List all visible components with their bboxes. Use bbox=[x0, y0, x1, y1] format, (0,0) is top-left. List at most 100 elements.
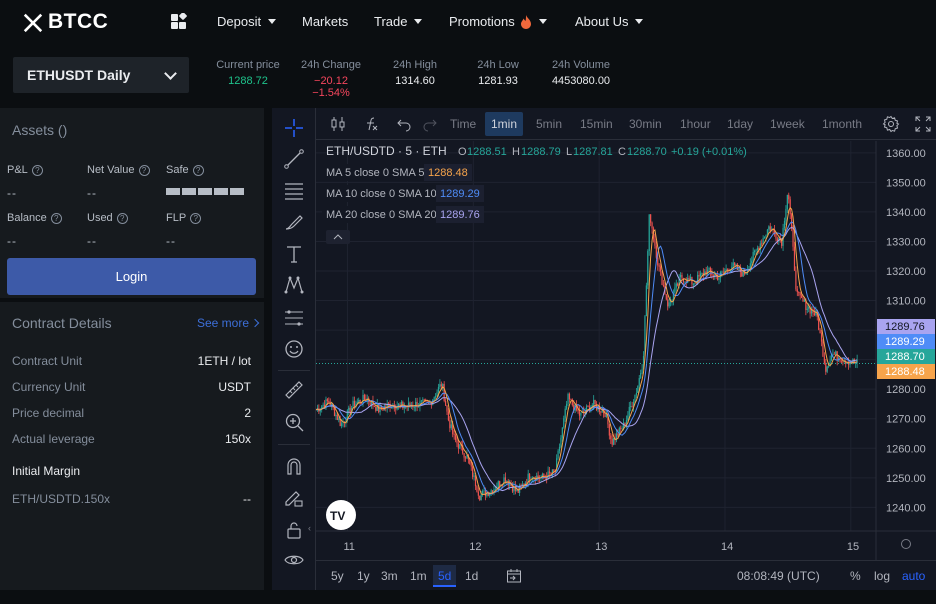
undo-button[interactable] bbox=[390, 112, 418, 136]
trendline-tool[interactable] bbox=[280, 145, 308, 173]
candle-body bbox=[417, 406, 420, 408]
candle-body bbox=[781, 240, 783, 246]
help-icon[interactable]: ? bbox=[138, 164, 150, 176]
range-1m[interactable]: 1m bbox=[410, 569, 427, 583]
interval-30min[interactable]: 30min bbox=[629, 117, 662, 131]
candle-body bbox=[835, 351, 837, 355]
indicator-value: 1288.48 bbox=[428, 167, 468, 179]
candle-body bbox=[769, 226, 771, 231]
panel-divider[interactable] bbox=[266, 104, 272, 604]
candle-body bbox=[628, 406, 630, 416]
candle-body bbox=[719, 272, 722, 278]
brand-logo[interactable]: BTCC bbox=[22, 10, 108, 34]
magnet-tool[interactable] bbox=[280, 452, 308, 480]
interval-1hour[interactable]: 1hour bbox=[680, 117, 711, 131]
ruler-tool[interactable] bbox=[280, 376, 308, 404]
apps-grid-icon[interactable] bbox=[171, 13, 188, 30]
auto-toggle[interactable]: auto bbox=[902, 569, 926, 583]
indicator-legend-bg bbox=[322, 206, 440, 223]
candle-body bbox=[803, 299, 806, 302]
percent-toggle[interactable]: % bbox=[850, 569, 861, 583]
y-tick-label: 1280.00 bbox=[886, 384, 926, 396]
candle-body bbox=[846, 362, 848, 364]
symbol-select[interactable]: ETHUSDT Daily bbox=[13, 57, 189, 93]
see-more-link[interactable]: See more bbox=[197, 316, 260, 330]
fullscreen-button[interactable] bbox=[909, 112, 936, 136]
interval-5min[interactable]: 5min bbox=[536, 117, 563, 131]
flp-label: FLP ? bbox=[166, 212, 202, 224]
text-tool[interactable] bbox=[280, 240, 308, 268]
candle-body bbox=[494, 489, 497, 490]
flp-value: -- bbox=[166, 234, 176, 248]
candle-body bbox=[716, 275, 719, 280]
candle-body bbox=[541, 473, 544, 478]
candle-body bbox=[546, 477, 548, 480]
trendline-icon bbox=[284, 149, 304, 169]
price-chart[interactable]: 1360.00 1350.00 1340.00 1330.00 1320.00 1310.… bbox=[316, 141, 936, 560]
toolbar-separator bbox=[278, 370, 310, 371]
candle-body bbox=[423, 399, 425, 401]
candle-body bbox=[453, 434, 455, 435]
candle-body bbox=[786, 194, 788, 209]
nav-about-us[interactable]: About Us bbox=[575, 14, 644, 29]
candle-body bbox=[335, 414, 337, 417]
redo-button[interactable] bbox=[416, 112, 444, 136]
indicators-button[interactable] bbox=[358, 112, 386, 136]
nav-trade[interactable]: Trade bbox=[374, 14, 423, 29]
row-value: 150x bbox=[224, 432, 251, 446]
fib-tool[interactable] bbox=[280, 176, 308, 204]
interval-1week[interactable]: 1week bbox=[770, 117, 805, 131]
nav-promotions[interactable]: Promotions bbox=[449, 14, 547, 29]
settings-button[interactable] bbox=[876, 112, 906, 136]
interval-15min[interactable]: 15min bbox=[580, 117, 613, 131]
tradingview-logo bbox=[326, 500, 356, 530]
measure-lines-tool[interactable] bbox=[280, 303, 308, 331]
candle-body bbox=[573, 405, 575, 411]
range-3m[interactable]: 3m bbox=[381, 569, 398, 583]
balance-label: Balance ? bbox=[7, 212, 62, 224]
log-toggle[interactable]: log bbox=[874, 569, 891, 583]
price-label-value: 1289.76 bbox=[885, 321, 925, 333]
zoom-tool[interactable] bbox=[280, 408, 308, 436]
interval-1min[interactable]: 1min bbox=[485, 112, 524, 136]
visibility-tool[interactable] bbox=[280, 546, 308, 574]
utc-clock[interactable]: 08:08:49 (UTC) bbox=[737, 569, 820, 583]
candle-body bbox=[439, 384, 441, 388]
projection-icon bbox=[285, 310, 303, 326]
crosshair-tool[interactable] bbox=[280, 114, 308, 142]
brush-icon bbox=[285, 215, 303, 230]
help-icon[interactable]: ? bbox=[50, 212, 62, 224]
draw-mode-tool[interactable] bbox=[280, 484, 308, 512]
range-5y[interactable]: 5y bbox=[331, 569, 344, 583]
ma5-line bbox=[316, 206, 858, 496]
legend-l-value: 1287.81 bbox=[573, 146, 613, 158]
pattern-tool[interactable] bbox=[280, 271, 308, 299]
candle-body bbox=[583, 411, 585, 413]
interval-1day[interactable]: 1day bbox=[727, 117, 754, 131]
interval-1month[interactable]: 1month bbox=[822, 117, 863, 131]
nav-deposit[interactable]: Deposit bbox=[217, 14, 277, 29]
candle-body bbox=[553, 469, 555, 471]
range-5d[interactable]: 5d bbox=[433, 565, 457, 587]
indicators-candle-button[interactable] bbox=[324, 112, 352, 136]
lock-tool[interactable] bbox=[280, 516, 308, 544]
range-1d[interactable]: 1d bbox=[465, 569, 479, 583]
candle-body bbox=[590, 407, 592, 412]
collapse-toolbar-button[interactable]: ‹ bbox=[308, 523, 311, 533]
help-icon[interactable]: ? bbox=[190, 212, 202, 224]
candle-body bbox=[449, 420, 451, 429]
range-1y[interactable]: 1y bbox=[357, 569, 370, 583]
candle-body bbox=[358, 399, 360, 402]
help-icon[interactable]: ? bbox=[192, 164, 204, 176]
brush-tool[interactable] bbox=[280, 208, 308, 236]
login-button[interactable]: Login bbox=[7, 258, 256, 295]
help-icon[interactable]: ? bbox=[31, 164, 43, 176]
interval-time[interactable]: Time bbox=[450, 117, 477, 131]
net-value-text: Net Value bbox=[87, 164, 135, 176]
date-range-button[interactable] bbox=[506, 568, 522, 587]
candle-body bbox=[735, 264, 737, 266]
axis-settings-icon bbox=[901, 539, 911, 549]
help-icon[interactable]: ? bbox=[116, 212, 128, 224]
emoji-tool[interactable] bbox=[280, 335, 308, 363]
nav-markets[interactable]: Markets bbox=[302, 14, 348, 29]
